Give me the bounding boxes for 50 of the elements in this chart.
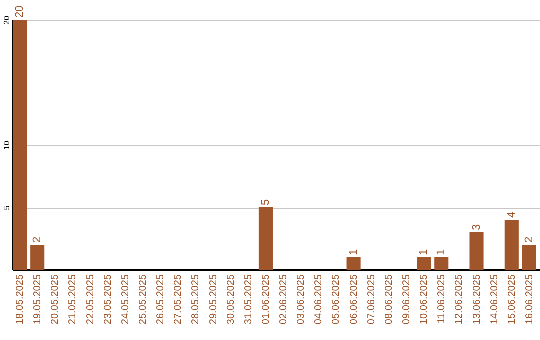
data-label: 2 xyxy=(523,236,536,243)
data-label: 1 xyxy=(348,249,360,256)
x-tick-label: 14.06.2025 xyxy=(489,274,500,325)
x-tick-label: 16.06.2025 xyxy=(524,274,536,325)
x-tick-label: 13.06.2025 xyxy=(472,274,483,325)
bar xyxy=(504,220,519,270)
x-tick-label: 15.06.2025 xyxy=(506,274,518,325)
data-label: 20 xyxy=(14,6,26,18)
x-tick-label: 18.05.2025 xyxy=(15,274,26,325)
bar xyxy=(30,245,45,270)
x-tick-label: 31.05.2025 xyxy=(243,274,254,325)
x-tick-label: 02.06.2025 xyxy=(278,274,290,325)
x-tick-label: 03.06.2025 xyxy=(296,274,308,325)
y-tick-label: 5 xyxy=(2,205,12,210)
x-tick-label: 21.05.2025 xyxy=(68,274,79,325)
x-tick-label: 04.06.2025 xyxy=(314,274,325,325)
x-tick-label: 08.06.2025 xyxy=(384,274,395,325)
bar xyxy=(470,232,484,270)
x-tick-label: 19.05.2025 xyxy=(32,274,44,325)
data-label: 2 xyxy=(32,236,44,243)
x-tick-label: 06.06.2025 xyxy=(348,274,360,325)
data-label: 1 xyxy=(436,249,448,256)
x-tick-label: 07.06.2025 xyxy=(366,274,378,325)
x-tick-label: 09.06.2025 xyxy=(401,274,412,325)
y-tick-label: 10 xyxy=(2,140,12,150)
x-tick-label: 27.05.2025 xyxy=(173,274,184,325)
data-label: 5 xyxy=(260,199,272,206)
x-tick-label: 10.06.2025 xyxy=(419,274,430,325)
data-label: 3 xyxy=(470,224,483,230)
data-label: 1 xyxy=(418,249,430,256)
x-tick-label: 12.06.2025 xyxy=(454,274,466,325)
x-tick-label: 23.05.2025 xyxy=(102,274,114,325)
bar xyxy=(522,245,536,270)
bar xyxy=(346,258,361,270)
x-tick-label: 22.05.2025 xyxy=(85,274,96,325)
x-tick-label: 20.05.2025 xyxy=(50,274,62,325)
bar xyxy=(258,208,273,270)
x-tick-label: 29.05.2025 xyxy=(208,274,220,325)
x-tick-label: 30.05.2025 xyxy=(226,274,237,325)
x-tick-label: 01.06.2025 xyxy=(260,274,272,325)
data-label: 4 xyxy=(506,212,518,218)
bar xyxy=(417,258,432,270)
x-tick-label: 25.05.2025 xyxy=(138,274,149,325)
x-tick-label: 11.06.2025 xyxy=(436,274,448,324)
x-tick-label: 24.05.2025 xyxy=(120,274,132,325)
x-tick-label: 26.05.2025 xyxy=(156,274,167,325)
x-tick-label: 28.05.2025 xyxy=(190,274,202,325)
y-tick-label: 20 xyxy=(2,16,12,25)
bar xyxy=(434,258,449,270)
x-tick-label: 05.06.2025 xyxy=(331,274,342,325)
